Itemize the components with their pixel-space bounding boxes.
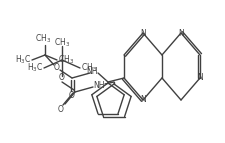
Text: O: O (59, 74, 65, 83)
Text: CH$_3$: CH$_3$ (58, 54, 74, 66)
Text: CH$_3$: CH$_3$ (81, 62, 97, 74)
Text: NH: NH (86, 66, 98, 76)
Text: O: O (58, 105, 64, 114)
Text: N: N (140, 28, 146, 37)
Text: CH$_3$: CH$_3$ (35, 33, 51, 45)
Text: H$_3$C: H$_3$C (27, 62, 43, 74)
Text: NH: NH (93, 81, 105, 90)
Text: O: O (69, 91, 75, 100)
Text: N: N (178, 28, 184, 37)
Text: N: N (140, 96, 146, 105)
Text: O: O (54, 62, 60, 72)
Text: CH$_3$: CH$_3$ (54, 37, 70, 49)
Text: N: N (197, 74, 203, 83)
Text: H$_3$C: H$_3$C (15, 54, 31, 66)
